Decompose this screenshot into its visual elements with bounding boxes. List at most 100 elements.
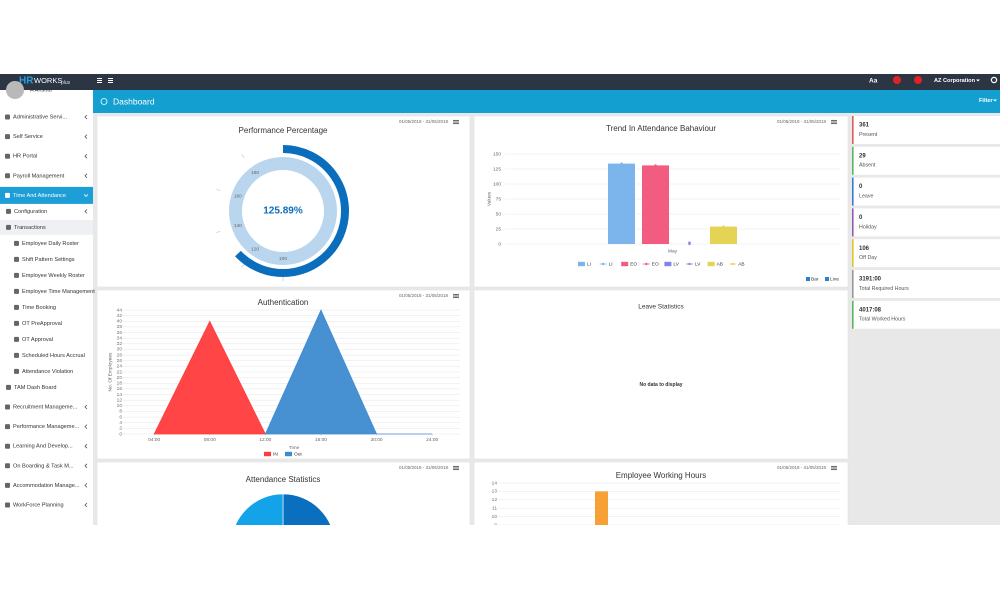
- legend-label[interactable]: LI: [587, 261, 591, 267]
- menu-icon: [14, 336, 19, 342]
- menu-item[interactable]: Shift Pattern Settings: [22, 257, 75, 263]
- menu-item[interactable]: Attendance Violation: [22, 369, 73, 375]
- legend-label[interactable]: AB: [717, 261, 723, 267]
- line-marker: [620, 162, 623, 165]
- checkbox-label[interactable]: Bar: [811, 277, 819, 283]
- menu-item[interactable]: Administrative Servi...: [13, 114, 68, 120]
- stat-accent: [852, 270, 854, 298]
- menu-item[interactable]: Employee Time Management: [22, 289, 95, 295]
- stat-card: [852, 239, 1000, 268]
- legend-label[interactable]: LI: [609, 261, 613, 267]
- chevron: [84, 483, 88, 488]
- legend-swatch[interactable]: [621, 261, 629, 267]
- y-tick-label: 4: [494, 564, 497, 570]
- legend-label[interactable]: EO: [630, 261, 637, 267]
- checkbox[interactable]: [825, 277, 829, 281]
- sidebar-menu: Administrative Servi... Self Service HR Po…: [0, 114, 95, 508]
- company-select[interactable]: AZ Corporation: [934, 78, 976, 84]
- menu-item[interactable]: Configuration: [14, 209, 47, 215]
- pie-slice: [282, 493, 331, 525]
- settings-icon[interactable]: [990, 76, 998, 84]
- area: [153, 320, 266, 435]
- menu-item[interactable]: WorkForce Planning: [13, 502, 64, 508]
- menu-item[interactable]: TAM Dash Board: [14, 385, 57, 391]
- y-axis-label: Values: [486, 191, 492, 206]
- y-tick-label: 24: [117, 364, 123, 370]
- menu-item[interactable]: On Boarding & Task M...: [13, 463, 74, 469]
- y-tick-label: 8: [119, 409, 122, 415]
- menu-icon: [5, 502, 10, 508]
- panel-menu[interactable]: [453, 465, 459, 471]
- menu-item[interactable]: Employee Daily Roster: [22, 241, 79, 247]
- y-tick-label: 40: [117, 319, 123, 325]
- legend-dot: [645, 262, 648, 266]
- legend-swatch[interactable]: [664, 261, 672, 267]
- legend-swatch[interactable]: [264, 451, 271, 457]
- y-tick-label: 6: [494, 547, 497, 553]
- font-toggle[interactable]: Aa: [869, 78, 878, 85]
- gauge-arc: [235, 145, 349, 277]
- menu-item[interactable]: Transactions: [14, 225, 46, 231]
- logo-plus: plus: [61, 80, 71, 86]
- menu-item[interactable]: Employee Weekly Roster: [22, 273, 85, 279]
- menu-icon: [14, 240, 19, 246]
- date-range: 01/05/2018 - 31/05/2018: [399, 119, 449, 124]
- chart-title: Authentication: [258, 298, 309, 307]
- y-tick-label: 30: [117, 347, 123, 353]
- menu-item[interactable]: Learning And Develop...: [13, 444, 73, 450]
- menu-item[interactable]: Time Booking: [22, 305, 56, 311]
- legend-swatch[interactable]: [578, 261, 585, 267]
- checkbox-label[interactable]: Line: [830, 277, 839, 283]
- y-tick-label: 42: [117, 313, 123, 319]
- x-tick-label: 12:00: [259, 437, 271, 443]
- panel-menu[interactable]: [831, 465, 837, 471]
- panel-menu[interactable]: [831, 119, 837, 125]
- area: [264, 309, 433, 435]
- stat-accent: [852, 177, 854, 206]
- checkbox[interactable]: [806, 277, 810, 281]
- legend-label[interactable]: LV: [695, 261, 701, 267]
- message-icon[interactable]: [914, 76, 922, 84]
- legend-dot: [688, 262, 691, 266]
- panel-menu[interactable]: [453, 293, 459, 299]
- menu-item[interactable]: Self Service: [13, 134, 43, 140]
- menu-icon: [5, 153, 10, 159]
- legend-swatch[interactable]: [707, 261, 715, 267]
- chevron: [84, 134, 88, 139]
- menu-icon: [5, 424, 10, 430]
- stat-label: Absent: [859, 163, 876, 169]
- menu-toggle[interactable]: [97, 78, 113, 83]
- stat-card: [852, 300, 1000, 329]
- chevron: [84, 173, 88, 179]
- menu-item[interactable]: Time And Attendance: [13, 193, 66, 199]
- bar: [710, 226, 737, 244]
- legend-label[interactable]: AB: [738, 261, 744, 267]
- legend-label[interactable]: IN: [273, 451, 278, 457]
- y-tick-label: 34: [117, 335, 123, 341]
- y-tick-label: 10: [117, 403, 123, 409]
- legend-label[interactable]: LV: [673, 261, 679, 267]
- menu-item[interactable]: HR Portal: [13, 154, 37, 160]
- stat-label: Leave: [859, 194, 873, 200]
- chevron: [84, 424, 88, 429]
- menu-item[interactable]: OT PreApproval: [22, 321, 62, 327]
- legend-swatch[interactable]: [285, 451, 292, 457]
- menu-item[interactable]: Performance Manageme...: [13, 424, 80, 430]
- filter-button[interactable]: Filter: [979, 98, 993, 104]
- logo-rest: WORKS: [34, 76, 62, 85]
- legend-label[interactable]: EO: [652, 261, 659, 267]
- date-range: 01/05/2018 - 31/05/2018: [777, 465, 827, 470]
- menu-item[interactable]: Scheduled Hours Accrual: [22, 353, 85, 359]
- menu-item[interactable]: OT Approval: [22, 337, 53, 343]
- notification-icon[interactable]: [893, 76, 901, 84]
- stat-label: Off Day: [859, 255, 877, 261]
- panel-menu[interactable]: [453, 119, 459, 125]
- menu-item[interactable]: Accommodation Manage...: [13, 483, 80, 489]
- menu-item-open: [0, 219, 93, 235]
- y-tick-label: 18: [117, 381, 123, 387]
- menu-item[interactable]: Recruitment Manageme...: [13, 404, 78, 410]
- stat-card: [852, 146, 1000, 175]
- legend-label[interactable]: Out: [294, 451, 302, 457]
- y-tick-label: 22: [117, 369, 123, 375]
- menu-item[interactable]: Payroll Management: [13, 173, 65, 179]
